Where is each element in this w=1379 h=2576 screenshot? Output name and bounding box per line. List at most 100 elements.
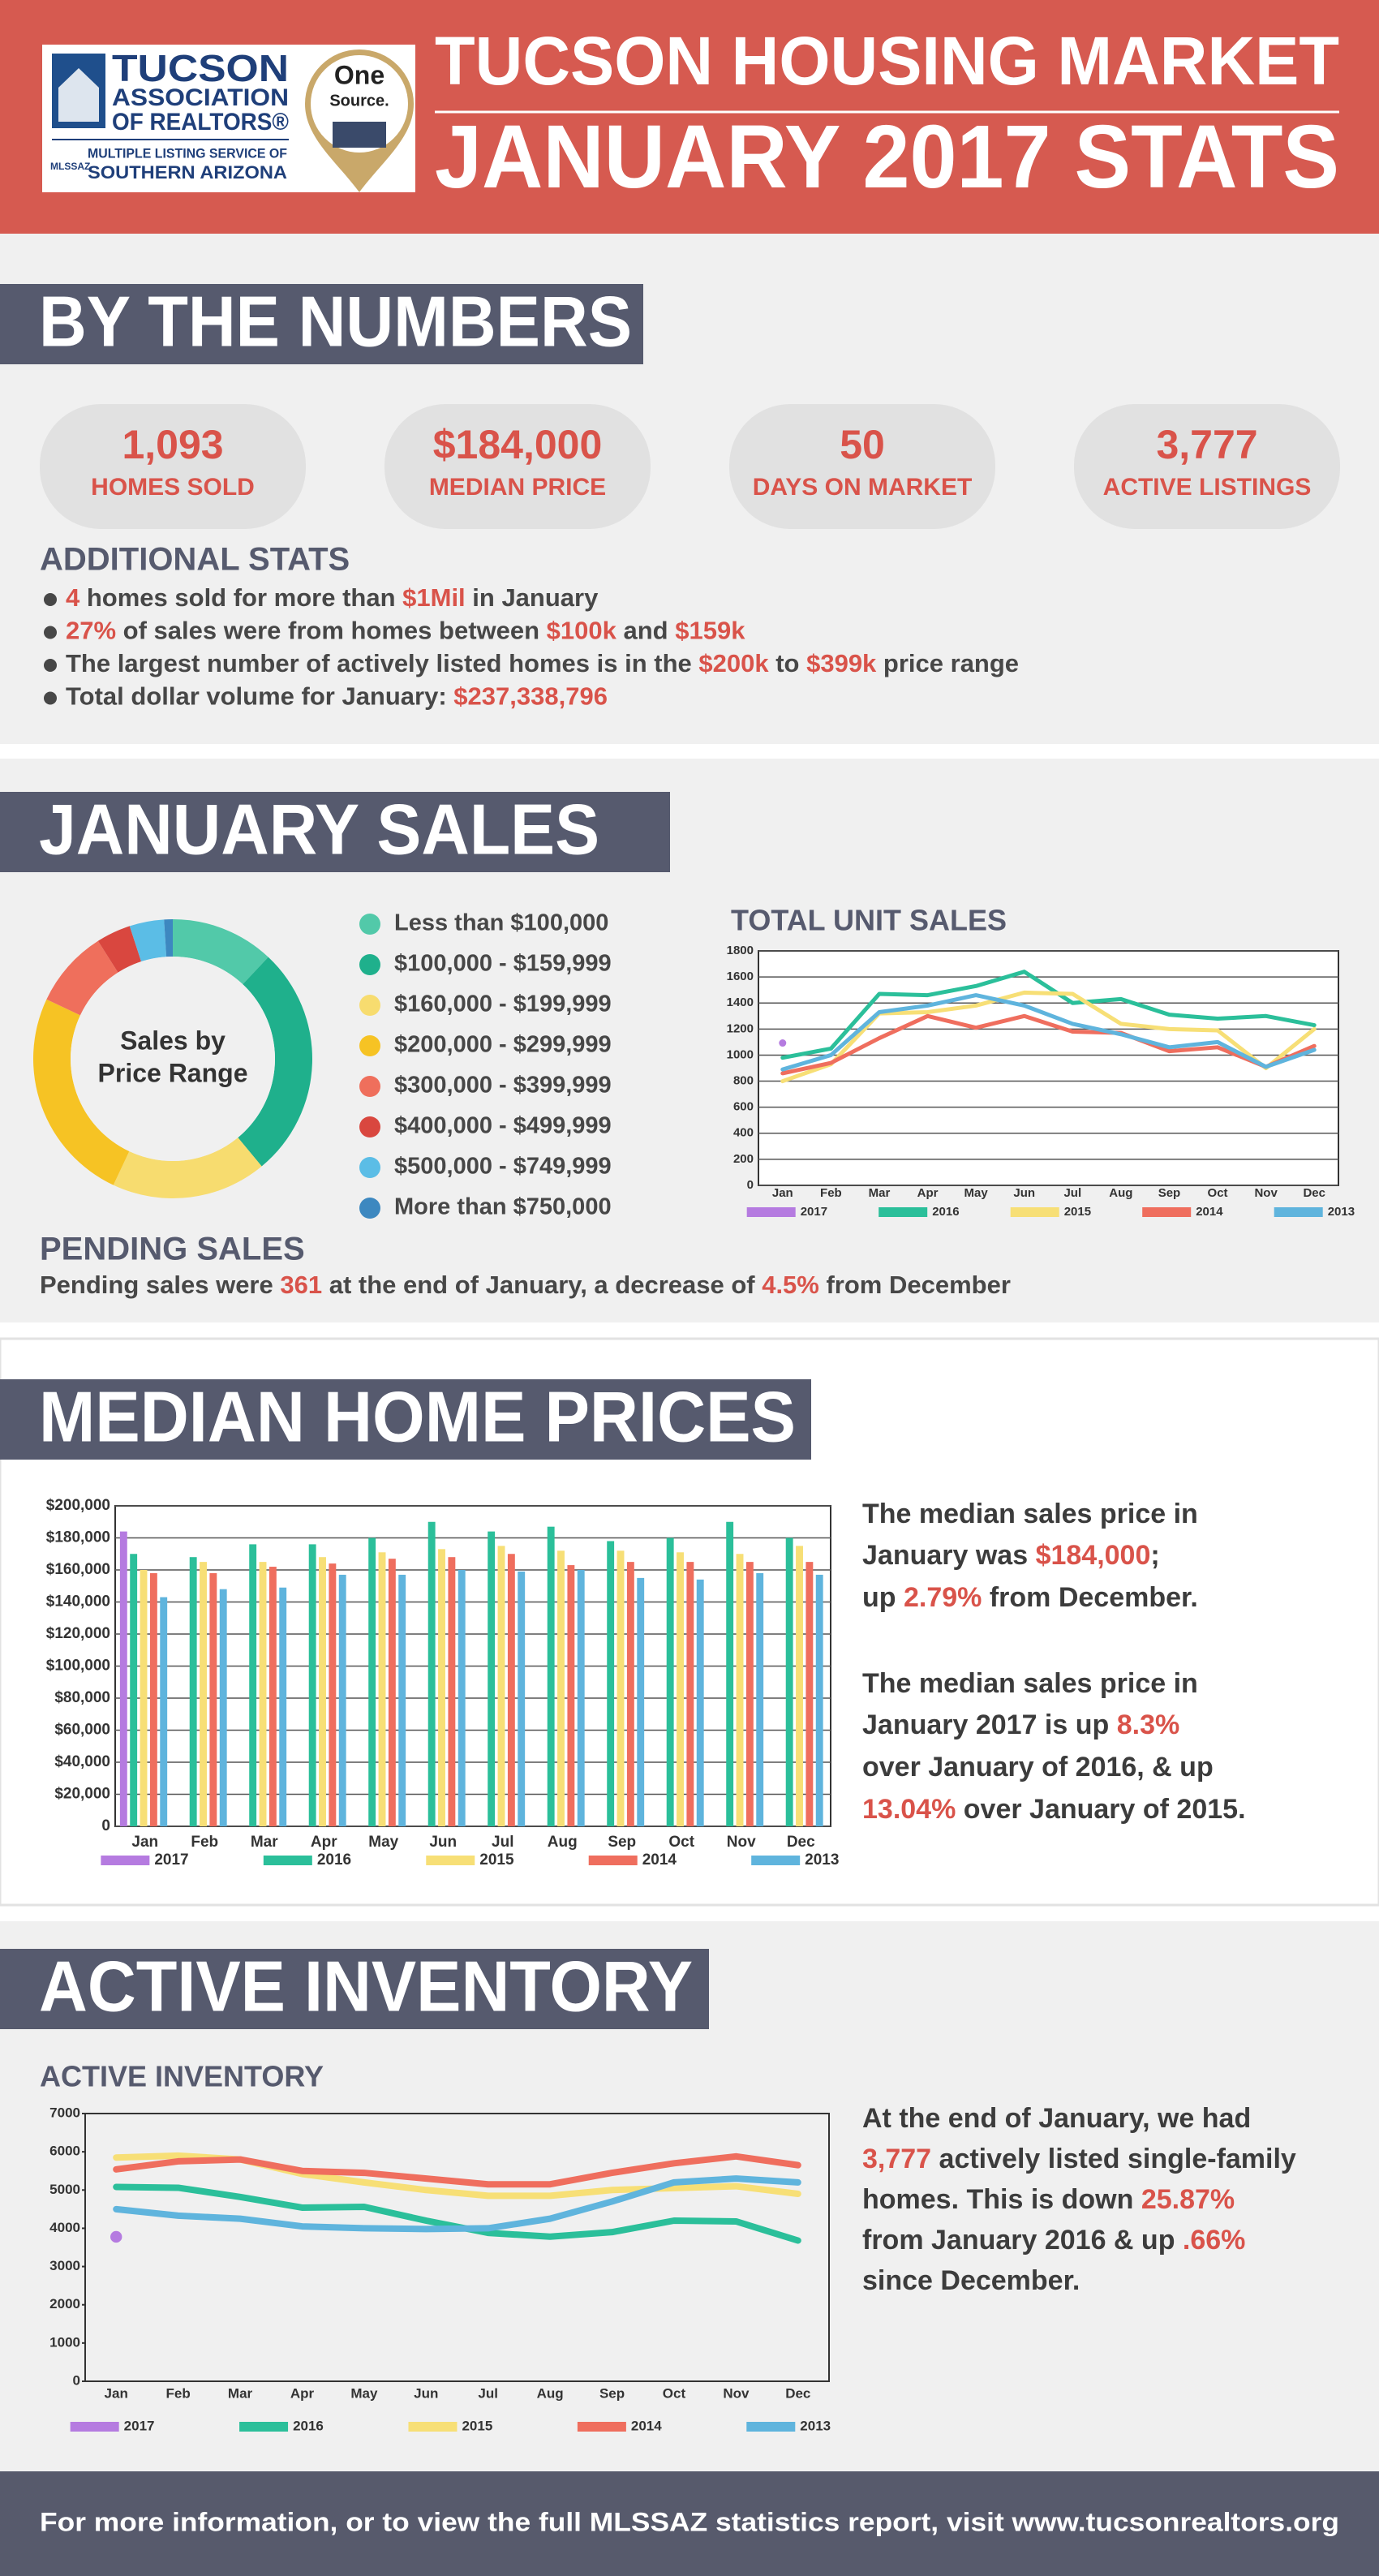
text-run: 8.3%	[1117, 1709, 1180, 1740]
text-run: from December.	[982, 1582, 1197, 1613]
x-tick-label: Mar	[869, 1186, 891, 1200]
y-tick-label: $160,000	[46, 1561, 110, 1578]
footer-band	[0, 2471, 1379, 2576]
bar	[448, 1557, 456, 1826]
text-run: to	[769, 649, 807, 677]
text-run: and	[616, 617, 675, 645]
text-run: over January of 2015.	[956, 1794, 1245, 1825]
text-run: The median sales price in	[862, 1499, 1198, 1529]
stat-pill	[729, 404, 995, 529]
stat-label: MEDIAN PRICE	[429, 474, 606, 501]
x-tick-label: Oct	[668, 1834, 694, 1851]
x-tick-label: Oct	[1208, 1186, 1228, 1200]
bar	[378, 1552, 386, 1826]
y-tick-label: 1400	[727, 996, 754, 1009]
bar	[438, 1549, 445, 1826]
bullet-dot	[44, 691, 57, 705]
pie-slice	[113, 1137, 262, 1199]
legend-dot	[359, 1157, 380, 1178]
stat-value: 50	[840, 422, 885, 467]
y-tick-label: 600	[733, 1100, 754, 1114]
x-tick-label: Mar	[228, 2385, 253, 2401]
legend-swatch	[1274, 1207, 1323, 1217]
legend-dot	[359, 1198, 380, 1219]
pie-slice	[46, 940, 118, 1016]
x-tick-label: May	[964, 1186, 989, 1200]
stat-label: ACTIVE LISTINGS	[1103, 474, 1312, 501]
median-text: 13.04% over January of 2015.	[862, 1794, 1246, 1825]
x-tick-label: Dec	[1303, 1186, 1325, 1200]
y-tick-label: $100,000	[46, 1658, 110, 1675]
pie-slice	[33, 999, 130, 1185]
bar	[219, 1589, 227, 1826]
legend-label: $400,000 - $499,999	[394, 1113, 612, 1139]
pie-slice	[97, 926, 142, 973]
legend-label: 2013	[1328, 1205, 1355, 1219]
pie-hole	[71, 957, 275, 1161]
bar	[458, 1570, 466, 1826]
bar	[577, 1570, 585, 1826]
median-text: January 2017 is up 8.3%	[862, 1709, 1179, 1740]
y-tick-label: $20,000	[54, 1786, 110, 1803]
bullet-text: The largest number of actively listed ho…	[66, 649, 1019, 677]
y-tick-label: 200	[733, 1152, 754, 1166]
text-run: January 2017 is up	[862, 1709, 1117, 1740]
text-run: actively listed single-family	[931, 2144, 1296, 2174]
badge-text: One	[334, 60, 384, 89]
x-tick-label: Apr	[290, 2385, 315, 2401]
bar	[308, 1544, 316, 1826]
y-tick-label: 0	[101, 1817, 110, 1834]
bar	[547, 1526, 555, 1826]
bullet-dot	[44, 626, 57, 639]
bar	[259, 1562, 267, 1826]
bar	[338, 1574, 346, 1826]
legend-label: 2016	[317, 1851, 351, 1869]
legend-label: 2015	[479, 1851, 514, 1869]
bar	[497, 1546, 505, 1826]
y-tick-label: 0	[73, 2372, 80, 2388]
subheading: PENDING SALES	[40, 1232, 305, 1267]
x-tick-label: Jun	[429, 1834, 457, 1851]
plot-area	[758, 950, 1339, 1186]
legend-swatch	[588, 1856, 638, 1865]
x-tick-label: Nov	[723, 2385, 750, 2401]
bar	[736, 1554, 744, 1826]
inventory-text: At the end of January, we had	[862, 2103, 1251, 2134]
bar	[119, 1531, 127, 1826]
stat-value: 3,777	[1156, 422, 1257, 467]
legend-label: 2017	[801, 1205, 827, 1219]
bar	[189, 1557, 197, 1826]
text-run: at the end of January, a decrease of	[322, 1271, 762, 1299]
series-line	[113, 2152, 801, 2188]
section-heading: MEDIAN HOME PRICES	[39, 1376, 796, 1456]
y-tick-label: 800	[733, 1074, 754, 1088]
x-tick-label: Dec	[785, 2385, 810, 2401]
series-line	[780, 1013, 1317, 1076]
bar	[626, 1562, 634, 1826]
legend-swatch	[879, 1207, 928, 1217]
x-tick-label: Feb	[191, 1834, 218, 1851]
bar	[785, 1537, 793, 1826]
bar	[607, 1541, 615, 1826]
pie-center-label: Sales by	[120, 1026, 226, 1055]
bar	[149, 1572, 157, 1826]
bar	[756, 1572, 764, 1826]
legend-label: $200,000 - $299,999	[394, 1032, 612, 1058]
bar	[677, 1552, 684, 1826]
bar	[319, 1557, 326, 1826]
x-tick-label: May	[350, 2385, 378, 2401]
legend-dot	[359, 995, 380, 1016]
bar	[507, 1554, 515, 1826]
x-tick-label: Oct	[663, 2385, 686, 2401]
legend-label: 2016	[932, 1205, 959, 1219]
section-banner	[0, 792, 670, 872]
series-line	[780, 970, 1317, 1060]
legend-swatch	[101, 1856, 150, 1865]
median-text: over January of 2016, & up	[862, 1752, 1214, 1783]
legend-label: 2015	[1064, 1205, 1091, 1219]
bar	[200, 1562, 207, 1826]
x-tick-label: Jan	[131, 1834, 158, 1851]
legend-dot	[359, 914, 380, 935]
y-tick-label: $140,000	[46, 1593, 110, 1611]
